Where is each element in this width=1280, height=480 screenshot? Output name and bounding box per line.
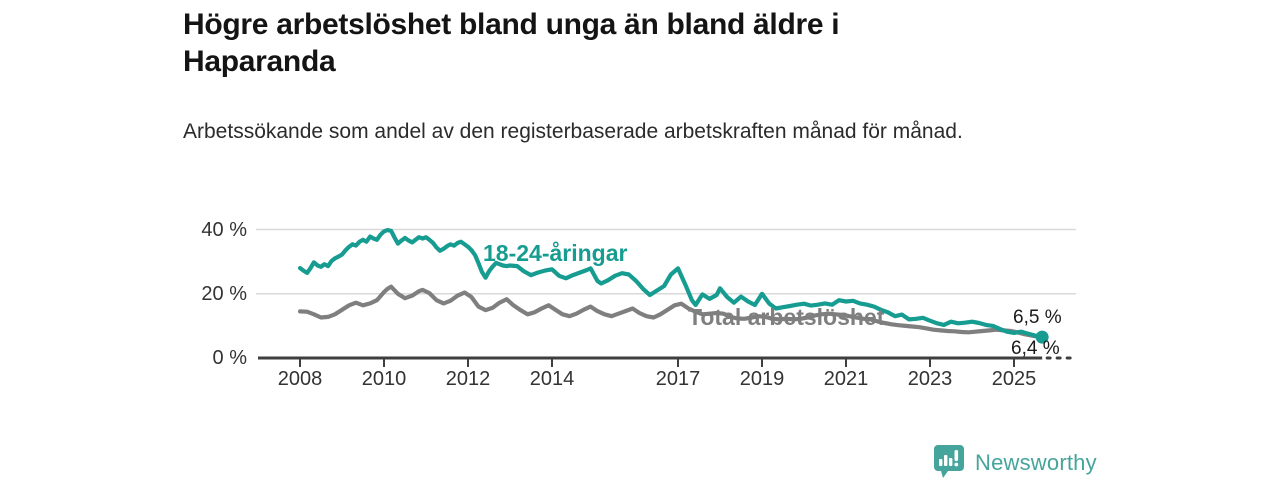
y-tick-label-20: 20 % bbox=[201, 282, 247, 305]
x-tick-label-2019: 2019 bbox=[739, 368, 785, 390]
x-tick-label-2014: 2014 bbox=[529, 368, 575, 390]
series-line-18-24-åringar bbox=[297, 228, 1045, 340]
series-label-total: Total arbetslöshet bbox=[688, 304, 885, 330]
series-line-Total arbetslöshet bbox=[297, 284, 1045, 340]
series-end-dot bbox=[1035, 330, 1049, 344]
x-tick-label-2012: 2012 bbox=[445, 368, 491, 390]
x-tick-label-2021: 2021 bbox=[823, 368, 869, 390]
end-value-label-total: 6,4 % bbox=[1011, 338, 1060, 359]
newsworthy-logo-text: Newsworthy bbox=[975, 449, 1097, 475]
x-tick-label-2025: 2025 bbox=[991, 368, 1037, 390]
y-tick-label-40: 40 % bbox=[201, 218, 247, 241]
x-tick-label-2023: 2023 bbox=[907, 368, 953, 390]
x-tick-label-2008: 2008 bbox=[277, 368, 323, 390]
chart-title: Högre arbetslöshet bland unga än bland ä… bbox=[183, 8, 840, 78]
end-value-label-youth: 6,5 % bbox=[1013, 307, 1062, 328]
x-tick-label-2017: 2017 bbox=[655, 368, 701, 390]
y-tick-label-0: 0 % bbox=[212, 347, 247, 369]
x-tick-label-2010: 2010 bbox=[361, 368, 407, 390]
newsworthy-bar-chart-bubble-icon bbox=[934, 445, 964, 478]
newsworthy-logo: Newsworthy bbox=[934, 445, 1097, 480]
chart-subtitle: Arbetssökande som andel av den registerb… bbox=[183, 120, 963, 143]
series-label-youth: 18-24-åringar bbox=[483, 240, 628, 266]
